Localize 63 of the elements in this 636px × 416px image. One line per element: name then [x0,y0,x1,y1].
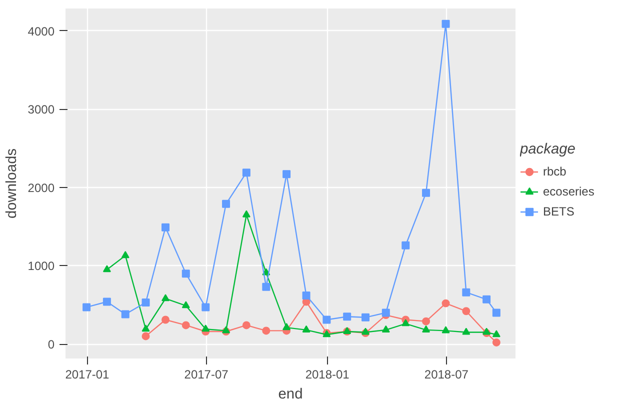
point [82,303,91,312]
point [492,338,500,346]
y-tick-label: 3000 [28,102,55,117]
y-tick-label: 4000 [28,24,55,38]
point [322,316,331,324]
point [262,326,270,335]
point [482,328,491,335]
x-axis-title: end [278,386,303,402]
point [242,168,250,177]
point [202,324,210,332]
point [282,323,291,330]
point [182,321,190,330]
point [462,307,470,316]
point [302,291,310,300]
point [402,319,410,326]
point [362,328,370,335]
point [262,282,270,291]
y-axis-title: downloads [4,148,20,219]
x-tick-label: 2018-01 [305,368,350,382]
point [492,330,500,338]
point [102,265,111,272]
legend-title: package [520,141,576,157]
point [462,288,470,296]
point [422,325,430,332]
point [202,303,210,312]
point [442,20,450,28]
point [242,321,250,330]
point [162,316,170,324]
point [142,298,150,307]
x-tick-label: 2018-07 [424,368,469,382]
point [182,301,190,308]
point [121,310,130,318]
point [121,251,130,258]
y-tick-label: 1000 [28,259,55,274]
legend-label: rbcb [543,164,566,178]
point [442,326,450,334]
point [422,317,430,326]
point [343,312,352,321]
legend-label: ecoseries [543,184,594,198]
point [242,210,250,218]
point [302,325,310,332]
point [462,328,470,335]
x-tick-label: 2017-01 [65,368,110,382]
point [142,324,150,332]
point [142,332,150,340]
point [442,299,450,308]
x-tick-label: 2017-07 [184,368,229,382]
legend-label: BETS [543,204,574,218]
point [162,223,170,232]
point [222,200,230,208]
point [382,325,390,332]
point [162,294,170,302]
point [422,188,430,197]
y-tick-label: 0 [48,338,55,352]
point [362,313,370,322]
y-tick-label: 2000 [28,180,55,195]
point [282,170,291,178]
point [182,270,190,278]
point [102,298,111,306]
point [382,308,390,317]
point [492,308,500,317]
point [402,241,410,250]
point [482,295,491,304]
